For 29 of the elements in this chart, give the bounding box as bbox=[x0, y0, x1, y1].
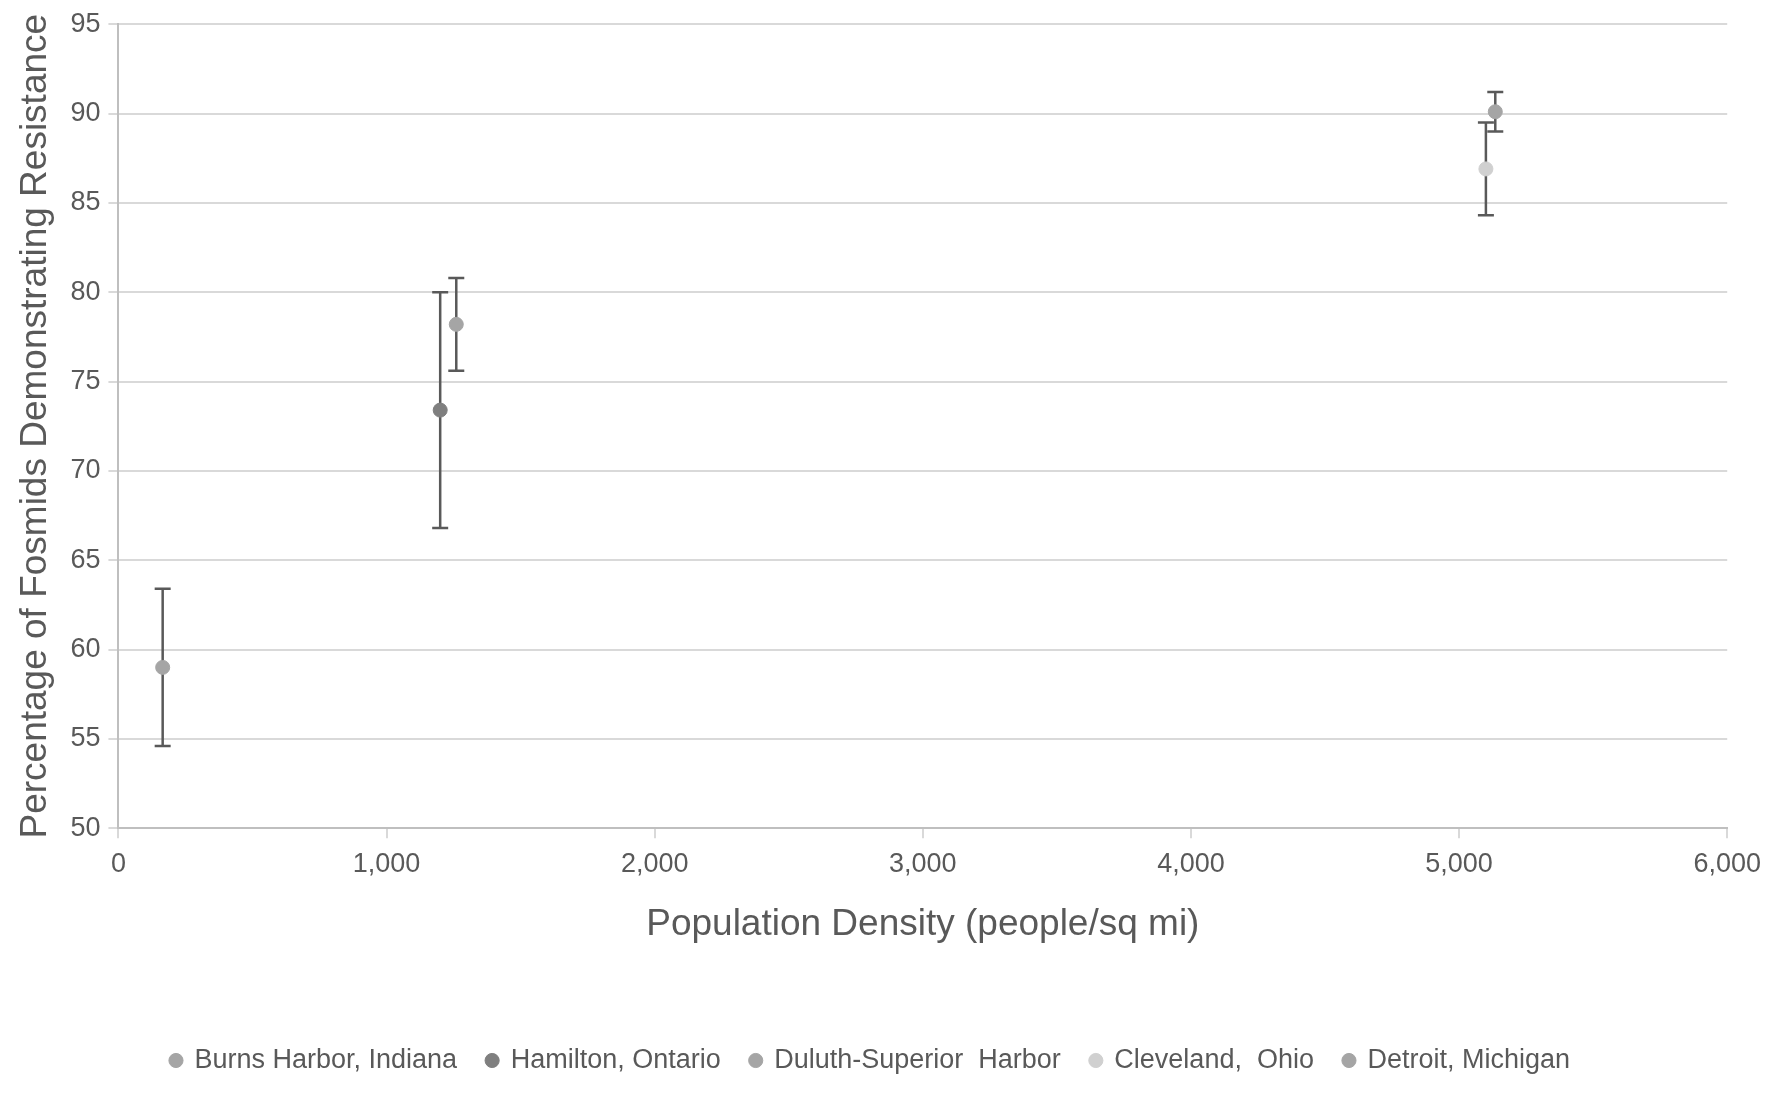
x-tick-label: 5,000 bbox=[1425, 847, 1493, 878]
y-tick-label: 65 bbox=[70, 543, 101, 574]
y-tick-label: 60 bbox=[70, 632, 101, 663]
legend-label: Burns Harbor, Indiana bbox=[194, 1043, 459, 1074]
x-tick-label: 0 bbox=[110, 847, 126, 878]
x-tick-label: 4,000 bbox=[1157, 847, 1225, 878]
x-axis-title: Population Density (people/sq mi) bbox=[646, 902, 1200, 943]
y-tick-label: 70 bbox=[70, 454, 101, 485]
x-tick-label: 6,000 bbox=[1693, 847, 1762, 878]
y-tick-label: 90 bbox=[70, 96, 101, 127]
point bbox=[155, 659, 171, 675]
y-tick-label: 55 bbox=[70, 722, 101, 753]
legend-label: Detroit, Michigan bbox=[1367, 1043, 1571, 1074]
y-tick-label: 95 bbox=[70, 7, 101, 38]
y-tick-label: 85 bbox=[70, 186, 101, 217]
x-tick-label: 3,000 bbox=[889, 847, 957, 878]
point bbox=[1487, 104, 1503, 120]
legend-label: Duluth-Superior Harbor bbox=[774, 1043, 1061, 1074]
legend-label: Hamilton, Ontario bbox=[510, 1043, 721, 1074]
x-tick-label: 1,000 bbox=[352, 847, 421, 878]
y-tick-label: 50 bbox=[70, 811, 101, 842]
legend-label: Cleveland, Ohio bbox=[1114, 1043, 1314, 1074]
y-tick-label: 80 bbox=[70, 275, 101, 306]
x-tick-label: 2,000 bbox=[620, 847, 689, 878]
point bbox=[1478, 161, 1494, 177]
y-axis-title: Percentage of Fosmids Demonstrating Resistance bbox=[13, 13, 55, 839]
point bbox=[432, 402, 448, 418]
y-tick-label: 75 bbox=[70, 364, 101, 395]
point bbox=[448, 316, 464, 332]
